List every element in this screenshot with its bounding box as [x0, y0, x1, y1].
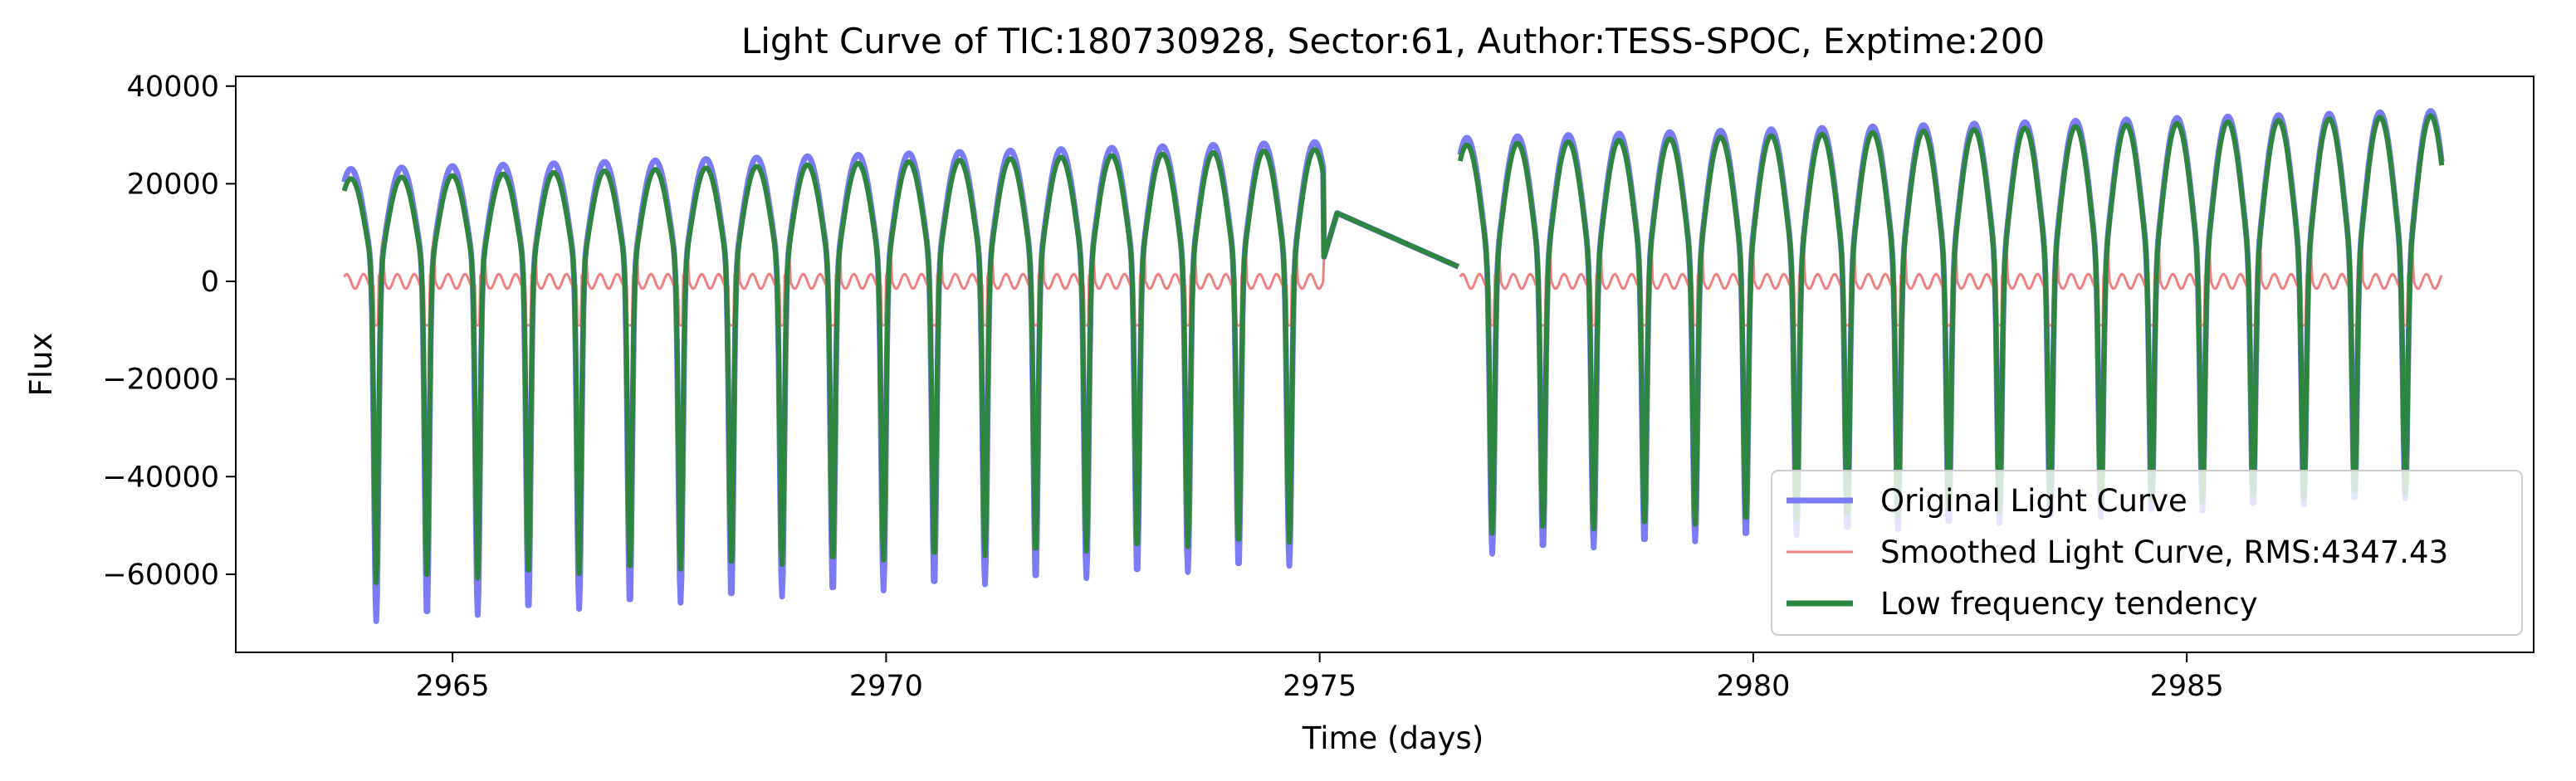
legend-box — [1771, 470, 2523, 636]
plot-lines — [341, 108, 2445, 624]
x-axis-label: Time (days) — [1302, 720, 1484, 756]
series-low-frequency-tendency — [341, 113, 2445, 585]
chart-title: Light Curve of TIC:180730928, Sector:61,… — [741, 21, 2045, 61]
legend: Original Light Curve Smoothed Light Curv… — [1771, 470, 2523, 636]
x-axis-ticks: 2965 2970 2975 2980 2985 — [416, 652, 2224, 703]
legend-label-original: Original Light Curve — [1880, 483, 2187, 519]
y-axis-label: Flux — [23, 333, 59, 397]
legend-label-smoothed: Smoothed Light Curve, RMS:4347.43 — [1880, 534, 2448, 570]
y-axis-ticks: 40000 20000 0 −20000 −40000 −60000 — [102, 71, 236, 592]
y-tick-label: −60000 — [102, 559, 219, 592]
legend-label-low-frequency: Low frequency tendency — [1880, 586, 2258, 622]
x-tick-label: 2970 — [849, 670, 923, 703]
y-tick-label: 0 — [201, 266, 219, 299]
plot-frame — [235, 76, 2534, 653]
x-tick-label: 2965 — [416, 670, 490, 703]
y-tick-label: 40000 — [127, 71, 219, 104]
x-tick-label: 2985 — [2150, 670, 2224, 703]
y-tick-label: −40000 — [102, 461, 219, 494]
y-tick-label: 20000 — [127, 168, 219, 201]
x-tick-label: 2980 — [1716, 670, 1790, 703]
y-tick-label: −20000 — [102, 364, 219, 397]
x-tick-label: 2975 — [1283, 670, 1356, 703]
series-smoothed-light-curve — [343, 211, 2443, 327]
